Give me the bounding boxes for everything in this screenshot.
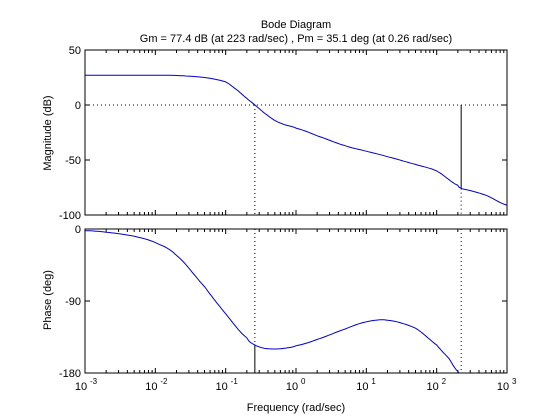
x-tick-label: 10 [75, 381, 87, 393]
magnitude-response-line [85, 74, 508, 206]
x-tick-label-exponent: 3 [512, 377, 517, 386]
phase-y-tick-label: 0 [75, 224, 81, 236]
magnitude-y-axis-label: Magnitude (dB) [42, 95, 54, 170]
phase-y-tick-label: -180 [59, 368, 81, 380]
x-tick-label: 10 [356, 381, 368, 393]
magnitude-y-tick-label: 50 [69, 45, 81, 57]
x-tick-label: 10 [286, 381, 298, 393]
phase-plot-area [85, 229, 507, 373]
phase-axes-frame [84, 228, 508, 374]
chart-title: Bode Diagram [261, 19, 331, 31]
x-tick-label-exponent: 0 [301, 377, 306, 386]
chart-subtitle: Gm = 77.4 dB (at 223 rad/sec) , Pm = 35.… [140, 33, 452, 45]
x-tick-label: 10 [145, 381, 157, 393]
x-tick-label-exponent: 2 [442, 377, 447, 386]
magnitude-plot-area [85, 50, 507, 215]
x-tick-label-exponent: -1 [231, 377, 239, 386]
magnitude-panel: 50 0 -50 -100 [59, 45, 508, 222]
x-tick-label-exponent: 1 [371, 377, 376, 386]
x-tick-label: 10 [216, 381, 228, 393]
x-tick-label-exponent: -3 [90, 377, 98, 386]
magnitude-y-tick-label: -100 [59, 210, 81, 222]
x-axis-label: Frequency (rad/sec) [247, 402, 345, 414]
phase-y-axis-label: Phase (deg) [42, 270, 54, 330]
magnitude-axes-frame [84, 49, 508, 216]
phase-y-tick-label: -90 [65, 296, 81, 308]
phase-response-line [84, 230, 462, 374]
magnitude-y-tick-label: -50 [65, 155, 81, 167]
x-tick-label: 10 [427, 381, 439, 393]
x-tick-label: 10 [497, 381, 509, 393]
magnitude-y-tick-label: 0 [75, 100, 81, 112]
x-tick-label-exponent: -2 [160, 377, 168, 386]
